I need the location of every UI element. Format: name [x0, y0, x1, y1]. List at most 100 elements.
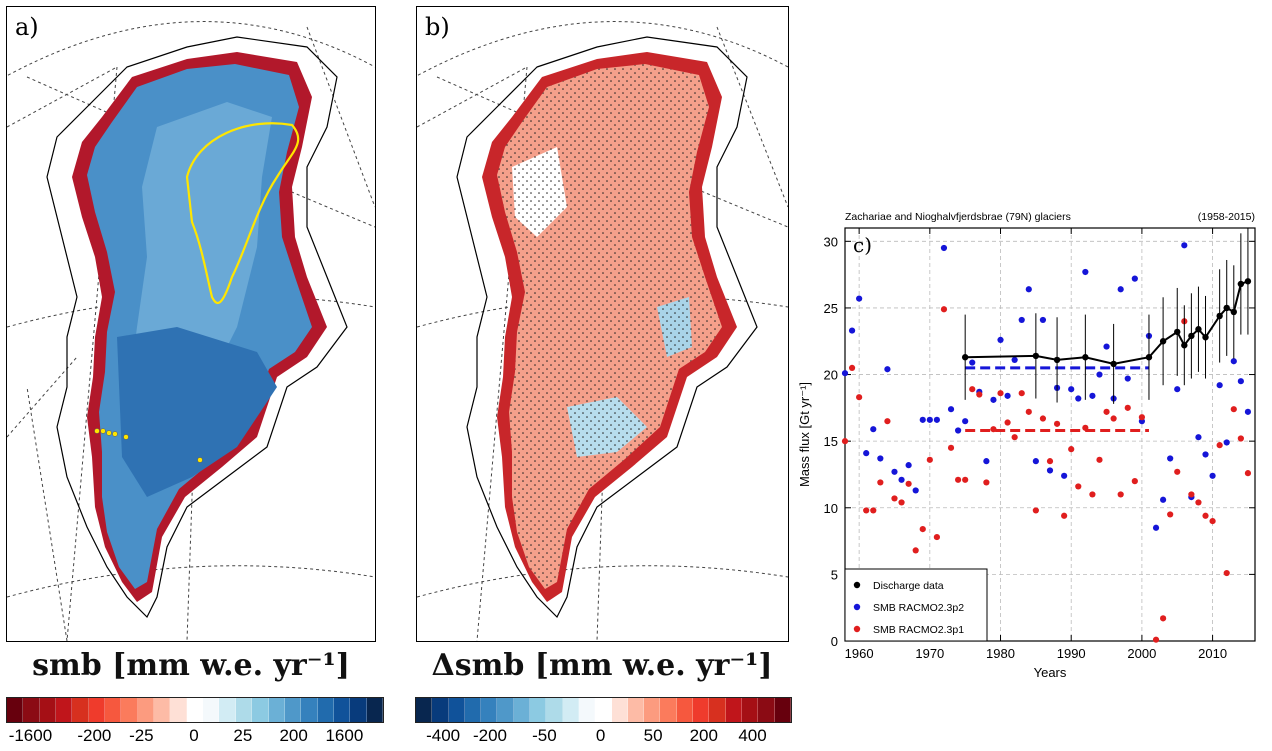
smb-point [933, 533, 940, 541]
smb-point [856, 295, 863, 302]
smb-point [1004, 419, 1011, 426]
smb-point [1124, 404, 1131, 411]
smb-point [1096, 371, 1103, 378]
colorbar-b [415, 697, 792, 723]
chart-period: (1958-2015) [1198, 211, 1255, 223]
smb-point [1046, 467, 1054, 474]
colorbar-a-swatch [7, 698, 24, 722]
smb-point [1244, 470, 1252, 477]
colorbar-a-swatch [301, 698, 318, 722]
smb-point [1202, 451, 1209, 458]
colorbar-b-swatch [611, 698, 628, 722]
smb-point [1025, 286, 1032, 293]
smb-point [1131, 478, 1138, 485]
smb-point [856, 394, 863, 401]
legend-label: SMB RACMO2.3p2 [873, 602, 964, 614]
yellow-site-markers [94, 428, 203, 463]
colorbar-b-swatch [774, 698, 791, 722]
smb-point [1068, 386, 1075, 393]
smb-point [1174, 468, 1181, 475]
smb-point [841, 370, 849, 377]
y-tick-label: 5 [831, 567, 838, 582]
smb-point [1174, 386, 1181, 393]
colorbar-a-swatch [235, 698, 253, 722]
smb-point [1068, 446, 1075, 453]
colorbar-a-swatch [333, 698, 351, 722]
colorbar-a [6, 697, 384, 723]
colorbar-a-tick-label: -200 [77, 726, 112, 745]
mass-flux-chart: Zachariae and Nioghalvfjerdsbrae (79N) g… [797, 211, 1256, 680]
smb-point [1244, 408, 1252, 415]
smb-point [997, 336, 1004, 344]
colorbar-b-swatch [725, 698, 742, 722]
smb-point [983, 479, 990, 486]
smb-point [848, 327, 856, 334]
colorbar-b-swatch [530, 698, 547, 722]
y-axis-label: Mass flux [Gt yr⁻¹] [797, 382, 812, 487]
colorbar-b-swatch [676, 698, 694, 722]
smb-point [1223, 569, 1230, 577]
smb-point [1209, 517, 1216, 525]
discharge-point [1181, 342, 1188, 349]
smb-point [1046, 458, 1054, 465]
discharge-point [1244, 278, 1252, 285]
smb-point [877, 479, 884, 486]
delta-smb-map [417, 21, 788, 641]
colorbar-a-swatch [268, 698, 285, 722]
smb-point [1216, 442, 1223, 449]
colorbar-a-swatch [56, 698, 73, 722]
colorbar-a-swatch [252, 698, 269, 722]
smb-point [905, 462, 912, 469]
smb-point [863, 507, 870, 514]
smb-point [1124, 375, 1131, 382]
colorbar-a-ticks: -1600 -200 -25 0 25 200 1600 [6, 726, 382, 748]
plot-frame [844, 227, 1256, 642]
discharge-point [1145, 354, 1153, 361]
colorbar-b-swatch [481, 698, 498, 722]
legend-marker [853, 603, 861, 611]
discharge-point [1082, 354, 1089, 361]
smb-point [1167, 511, 1174, 518]
discharge-point [1188, 332, 1195, 340]
discharge-point [1053, 356, 1061, 364]
significance-stippling [497, 64, 722, 589]
smb-point [919, 525, 926, 533]
smb-point [947, 444, 955, 451]
smb-point [962, 418, 969, 425]
smb-point [1117, 286, 1124, 293]
colorbar-a-swatch [72, 698, 89, 722]
smb-point [863, 450, 870, 457]
colorbar-a-tick-label: -1600 [8, 726, 53, 745]
colorbar-a-swatch [366, 698, 383, 722]
smb-map-panel: a) [6, 6, 376, 642]
discharge-point [1195, 326, 1202, 333]
colorbar-b-swatch [660, 698, 677, 722]
colorbar-a-swatch [137, 698, 155, 722]
colorbar-b-tick-label: -400 [426, 726, 461, 745]
smb-point [1167, 455, 1174, 462]
smb-point [905, 480, 912, 487]
smb-point [1195, 499, 1202, 506]
smb-point [1152, 524, 1160, 531]
colorbar-b-swatch [448, 698, 465, 722]
smb-point [848, 364, 856, 371]
x-tick-label: 1980 [986, 646, 1015, 661]
smb-point [1039, 316, 1047, 324]
colorbar-b-swatch [627, 698, 645, 722]
legend-marker [853, 581, 861, 589]
colorbar-a-swatch [105, 698, 122, 722]
colorbar-b-swatch [758, 698, 775, 722]
discharge-point [1223, 304, 1230, 312]
smb-point [940, 306, 948, 313]
colorbar-a-swatch [219, 698, 236, 722]
y-tick-label: 15 [824, 434, 838, 449]
smb-point [1237, 435, 1244, 442]
discharge-point [1202, 334, 1209, 341]
colorbar-b-swatch [546, 698, 563, 722]
colorbar-a-tick-label: 25 [233, 726, 253, 745]
colorbar-b-swatch [644, 698, 661, 722]
smb-point [1131, 275, 1138, 282]
colorbar-a-swatch [317, 698, 334, 722]
smb-point [1018, 390, 1025, 397]
discharge-point [1032, 352, 1040, 360]
